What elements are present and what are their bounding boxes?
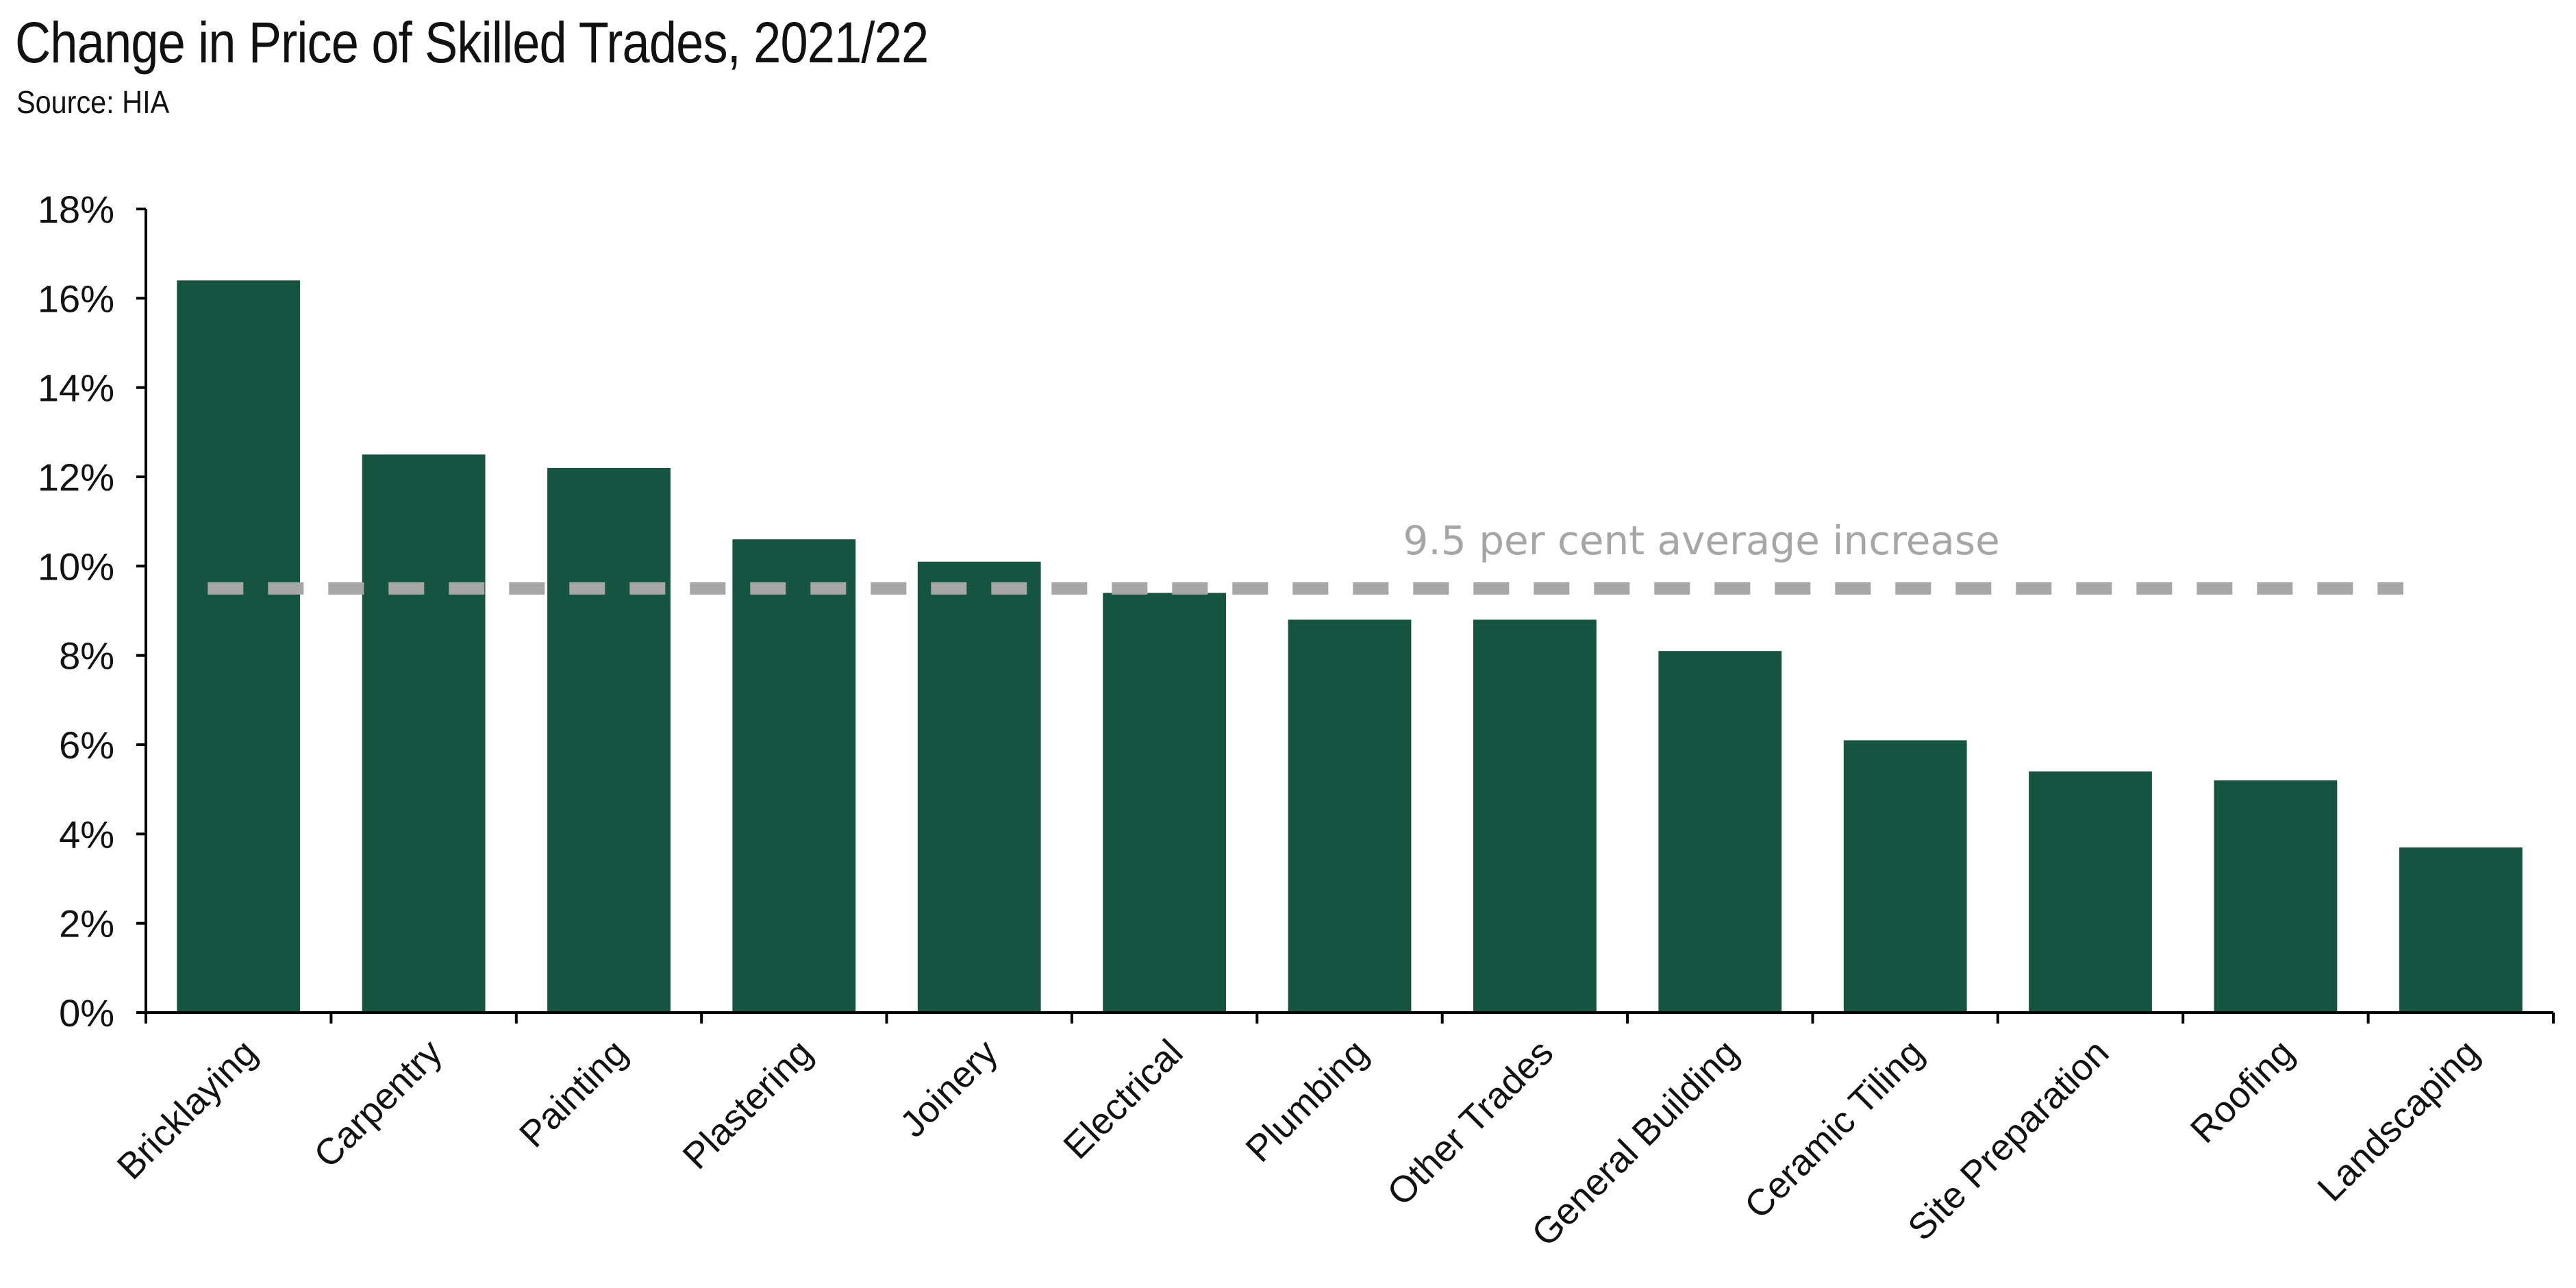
- bar-carpentry: [362, 454, 486, 1013]
- bar-general-building: [1658, 651, 1782, 1013]
- y-tick-label: 14%: [38, 367, 114, 410]
- y-tick-label: 6%: [59, 723, 114, 767]
- x-category-label: Other Trades: [1379, 1032, 1561, 1213]
- x-category-label: Site Preparation: [1900, 1032, 2116, 1248]
- y-tick-label: 0%: [59, 991, 114, 1035]
- x-category-label: Landscaping: [2310, 1032, 2487, 1209]
- bar-bricklaying: [177, 280, 301, 1013]
- average-line-label: 9.5 per cent average increase: [1403, 517, 2000, 564]
- bar-joinery: [917, 561, 1041, 1013]
- chart-subtitle: Source: HIA: [16, 84, 170, 120]
- y-tick-label: 18%: [38, 188, 114, 231]
- x-category-label: Plumbing: [1238, 1032, 1376, 1170]
- bar-ceramic-tiling: [1843, 740, 1967, 1013]
- y-tick-label: 2%: [59, 902, 114, 945]
- bar-other-trades: [1473, 619, 1597, 1013]
- chart-title: Change in Price of Skilled Trades, 2021/…: [15, 10, 929, 75]
- bar-landscaping: [2399, 847, 2523, 1013]
- x-category-label: Ceramic Tiling: [1737, 1032, 1931, 1226]
- x-category-label: Roofing: [2183, 1032, 2302, 1151]
- axes-layer: [136, 208, 2555, 1024]
- x-category-label: Plastering: [675, 1032, 821, 1177]
- x-category-label: Electrical: [1055, 1032, 1190, 1167]
- x-category-label: Bricklaying: [110, 1032, 265, 1187]
- bar-plastering: [732, 539, 856, 1013]
- y-tick-label: 4%: [59, 813, 114, 856]
- x-category-label: Joinery: [892, 1032, 1006, 1145]
- bar-roofing: [2214, 780, 2338, 1013]
- x-category-label: General Building: [1524, 1032, 1747, 1254]
- bar-electrical: [1103, 593, 1226, 1013]
- y-tick-label: 16%: [38, 277, 114, 320]
- x-category-label: Carpentry: [306, 1032, 450, 1176]
- y-tick-label: 10%: [38, 545, 114, 588]
- bar-plumbing: [1288, 619, 1412, 1013]
- y-tick-label: 12%: [38, 456, 114, 499]
- bars-layer: [177, 280, 2523, 1013]
- bar-painting: [547, 468, 671, 1013]
- bar-site-preparation: [2029, 771, 2152, 1013]
- x-category-label: Painting: [512, 1032, 635, 1155]
- y-tick-label: 8%: [59, 634, 114, 678]
